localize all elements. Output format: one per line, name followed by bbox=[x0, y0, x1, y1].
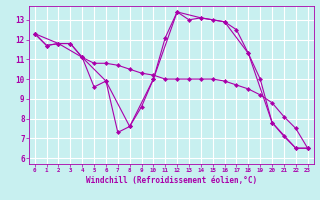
X-axis label: Windchill (Refroidissement éolien,°C): Windchill (Refroidissement éolien,°C) bbox=[86, 176, 257, 185]
